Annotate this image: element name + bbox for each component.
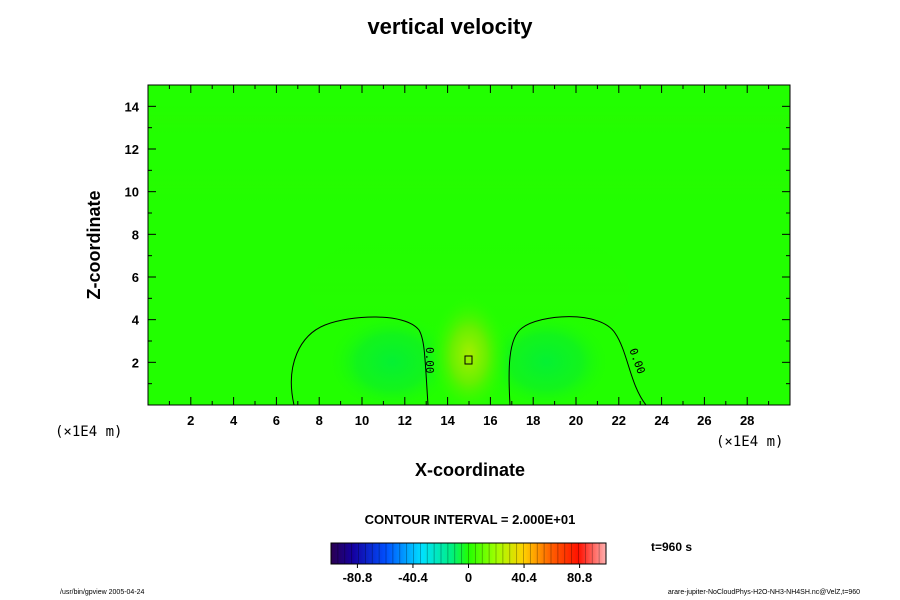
x-tick-label: 22 xyxy=(612,413,626,428)
colorbar-tick-label: -40.4 xyxy=(398,570,428,585)
y-tick-label: 12 xyxy=(125,142,139,157)
colorbar-tick-label: 80.8 xyxy=(567,570,592,585)
chart-title: vertical velocity xyxy=(367,14,533,39)
contour-interval-text: CONTOUR INTERVAL = 2.000E+01 xyxy=(364,512,576,527)
time-label: t=960 s xyxy=(651,540,693,554)
colorbar-gradient xyxy=(331,543,606,564)
colorbar-tick-label: 0 xyxy=(465,570,472,585)
colorbar-tick-label: 40.4 xyxy=(511,570,537,585)
x-tick-label: 10 xyxy=(355,413,369,428)
x-tick-label: 6 xyxy=(273,413,280,428)
y-tick-label: 6 xyxy=(132,270,139,285)
footer-program: /usr/bin/gpview 2005-04-24 xyxy=(60,589,145,596)
x-axis-label: X-coordinate xyxy=(414,460,525,480)
y-axis: 2 4 6 8 10 12 14 xyxy=(125,99,790,385)
heatmap-field xyxy=(148,85,790,405)
contour-label: 0.00 xyxy=(423,347,436,374)
contour-lines xyxy=(290,316,647,405)
x-unit-label-left: (×1E4 m) xyxy=(55,424,123,440)
footer-source: arare-jupiter-NoCloudPhys-H2O-NH3-NH4SH.… xyxy=(667,589,860,596)
contour-zero-center xyxy=(464,355,473,365)
x-tick-label: 24 xyxy=(654,413,669,428)
x-tick-label: 8 xyxy=(316,413,323,428)
y-axis-label: Z-coordinate xyxy=(84,190,104,299)
contour-zero-left xyxy=(290,316,429,405)
x-tick-label: 4 xyxy=(230,413,238,428)
x-axis: 2 4 6 8 10 12 14 16 18 20 22 24 26 28 xyxy=(168,85,770,428)
x-tick-label: 12 xyxy=(398,413,412,428)
contour-zero-right xyxy=(508,316,647,405)
colorbar-tick-label: -80.8 xyxy=(343,570,373,585)
x-tick-label: 14 xyxy=(440,413,455,428)
y-tick-label: 2 xyxy=(132,355,139,370)
y-tick-label: 4 xyxy=(132,313,140,328)
y-tick-label: 14 xyxy=(125,99,140,114)
x-tick-label: 28 xyxy=(740,413,754,428)
x-tick-label: 18 xyxy=(526,413,540,428)
y-tick-label: 8 xyxy=(132,227,139,242)
x-tick-label: 16 xyxy=(483,413,497,428)
x-unit-label-right: (×1E4 m) xyxy=(716,434,784,450)
y-tick-label: 10 xyxy=(125,185,139,200)
x-tick-label: 20 xyxy=(569,413,583,428)
x-tick-label: 2 xyxy=(187,413,194,428)
x-tick-label: 26 xyxy=(697,413,711,428)
colorbar: -80.8 -40.4 0 40.4 80.8 xyxy=(330,542,607,585)
